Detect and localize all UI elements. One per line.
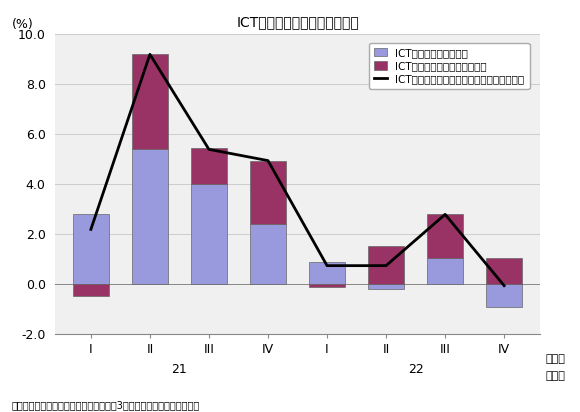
- Bar: [132, 54, 168, 150]
- Title: ICT関連財・サービス総合指標: ICT関連財・サービス総合指標: [236, 15, 359, 29]
- Text: 22: 22: [408, 363, 423, 376]
- Bar: [427, 214, 463, 258]
- Text: 21: 21: [172, 363, 187, 376]
- Bar: [368, 246, 404, 284]
- Bar: [487, 258, 522, 284]
- Bar: [309, 262, 345, 284]
- Bar: [309, 284, 345, 287]
- Text: （出所）経済産業省「鉱工業指数」「第3次産業活動指数」より作成。: （出所）経済産業省「鉱工業指数」「第3次産業活動指数」より作成。: [12, 400, 200, 410]
- Legend: ICT関連財指標・寄与度, ICT関連サービス指標・寄与度, ICT関連財・サービス総合指標・前年同期比: ICT関連財指標・寄与度, ICT関連サービス指標・寄与度, ICT関連財・サー…: [369, 42, 530, 89]
- Bar: [191, 185, 227, 284]
- Bar: [251, 161, 286, 225]
- Bar: [368, 284, 404, 289]
- Bar: [73, 284, 108, 296]
- Text: （年）: （年）: [545, 370, 565, 381]
- Bar: [73, 214, 108, 284]
- Text: （期）: （期）: [545, 354, 565, 364]
- Bar: [191, 148, 227, 185]
- Bar: [132, 150, 168, 284]
- Bar: [487, 284, 522, 307]
- Bar: [427, 258, 463, 284]
- Text: (%): (%): [12, 18, 34, 31]
- Bar: [251, 225, 286, 284]
